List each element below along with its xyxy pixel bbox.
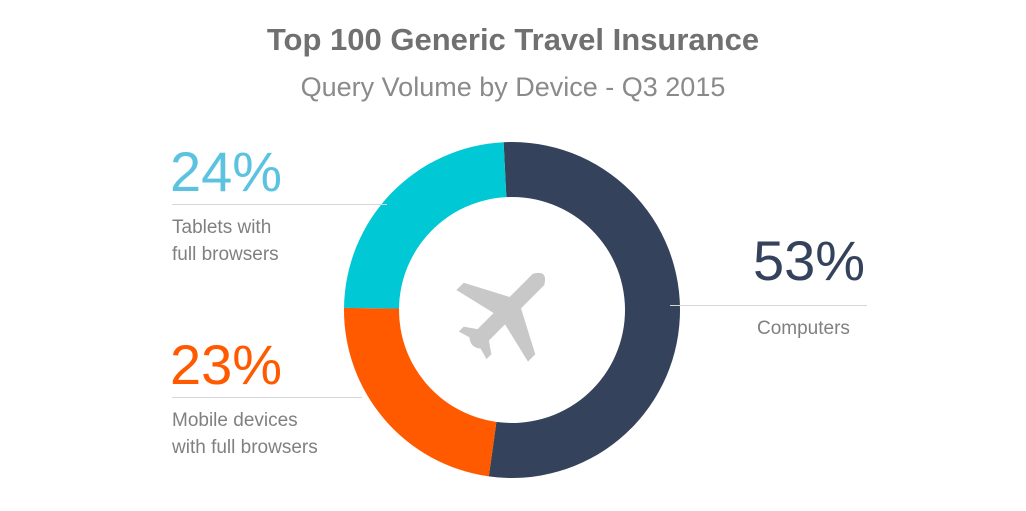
leader-line-mobile (172, 397, 362, 398)
chart-subtitle: Query Volume by Device - Q3 2015 (300, 72, 726, 102)
slice-label-tablets-line2: full browsers (172, 244, 279, 265)
slice-label-tablets-line1: Tablets with (172, 217, 272, 238)
leader-line-computers (670, 305, 867, 306)
donut-slice-tablets (344, 142, 507, 309)
airplane-icon (456, 272, 546, 362)
donut-slice-mobile (343, 307, 497, 477)
donut-slice-computers (488, 142, 681, 479)
slice-label-tablets: Tablets with full browsers (172, 214, 279, 268)
slice-label-mobile-line1: Mobile devices (172, 410, 298, 431)
slice-value-mobile: 23% (170, 333, 283, 396)
slice-value-tablets: 24% (170, 140, 283, 203)
slice-label-mobile-line2: with full browsers (172, 437, 318, 458)
leader-line-tablets (172, 204, 387, 205)
slice-value-computers: 53% (753, 229, 866, 292)
chart-title: Top 100 Generic Travel Insurance (266, 22, 760, 57)
slice-label-mobile: Mobile devices with full browsers (172, 407, 318, 461)
slice-label-computers: Computers (757, 318, 850, 339)
